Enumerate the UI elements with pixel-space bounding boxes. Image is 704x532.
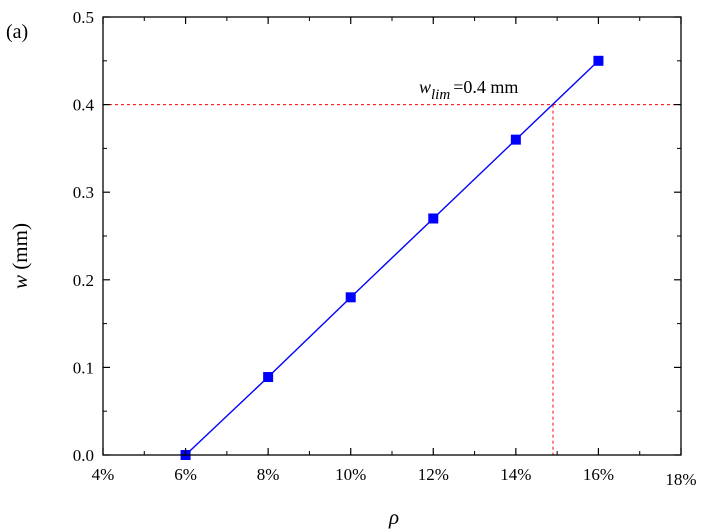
x-tick-label: 4% bbox=[92, 465, 115, 484]
data-point-marker bbox=[263, 372, 274, 383]
y-axis-label-variable: w bbox=[8, 275, 32, 289]
data-point-marker bbox=[345, 292, 356, 303]
data-point-marker bbox=[428, 213, 439, 224]
y-tick-label: 0.4 bbox=[73, 96, 95, 115]
data-point-marker bbox=[510, 134, 521, 145]
x-tick-label: 18% bbox=[665, 470, 696, 489]
axes-group bbox=[102, 16, 682, 456]
annotation-value: =0.4 mm bbox=[453, 77, 518, 97]
annotation-variable: w bbox=[419, 77, 431, 97]
x-tick-label: 16% bbox=[583, 465, 614, 484]
y-tick-label: 0.1 bbox=[73, 358, 94, 377]
y-tick-label: 0.3 bbox=[73, 183, 94, 202]
y-tick-label: 0.2 bbox=[73, 271, 94, 290]
reference-lines-group bbox=[103, 104, 681, 455]
y-axis-label-unit: (mm) bbox=[8, 223, 32, 275]
plot-frame bbox=[102, 16, 682, 456]
x-tick-label: 14% bbox=[500, 465, 531, 484]
x-tick-label: 12% bbox=[418, 465, 449, 484]
wlim-annotation: wlim =0.4 mm bbox=[419, 77, 518, 103]
y-axis-label: w (mm) bbox=[8, 223, 32, 289]
ticks-group: 4% 6% 8% 10% 12% 14% 16% 18% 0.0 0.1 0.2 0.3 0.4 0.5 bbox=[73, 8, 697, 489]
series-line bbox=[185, 60, 599, 456]
x-axis-label: ρ bbox=[388, 505, 399, 529]
y-tick-label: 0.5 bbox=[73, 8, 94, 27]
x-tick-label: 8% bbox=[257, 465, 280, 484]
x-tick-label: 10% bbox=[335, 465, 366, 484]
annotation-subscript: lim bbox=[431, 87, 450, 103]
series-group bbox=[180, 55, 604, 460]
y-tick-label: 0.0 bbox=[73, 446, 94, 465]
x-tick-label: 6% bbox=[174, 465, 197, 484]
panel-label: (a) bbox=[6, 21, 28, 43]
data-point-marker bbox=[593, 55, 604, 66]
